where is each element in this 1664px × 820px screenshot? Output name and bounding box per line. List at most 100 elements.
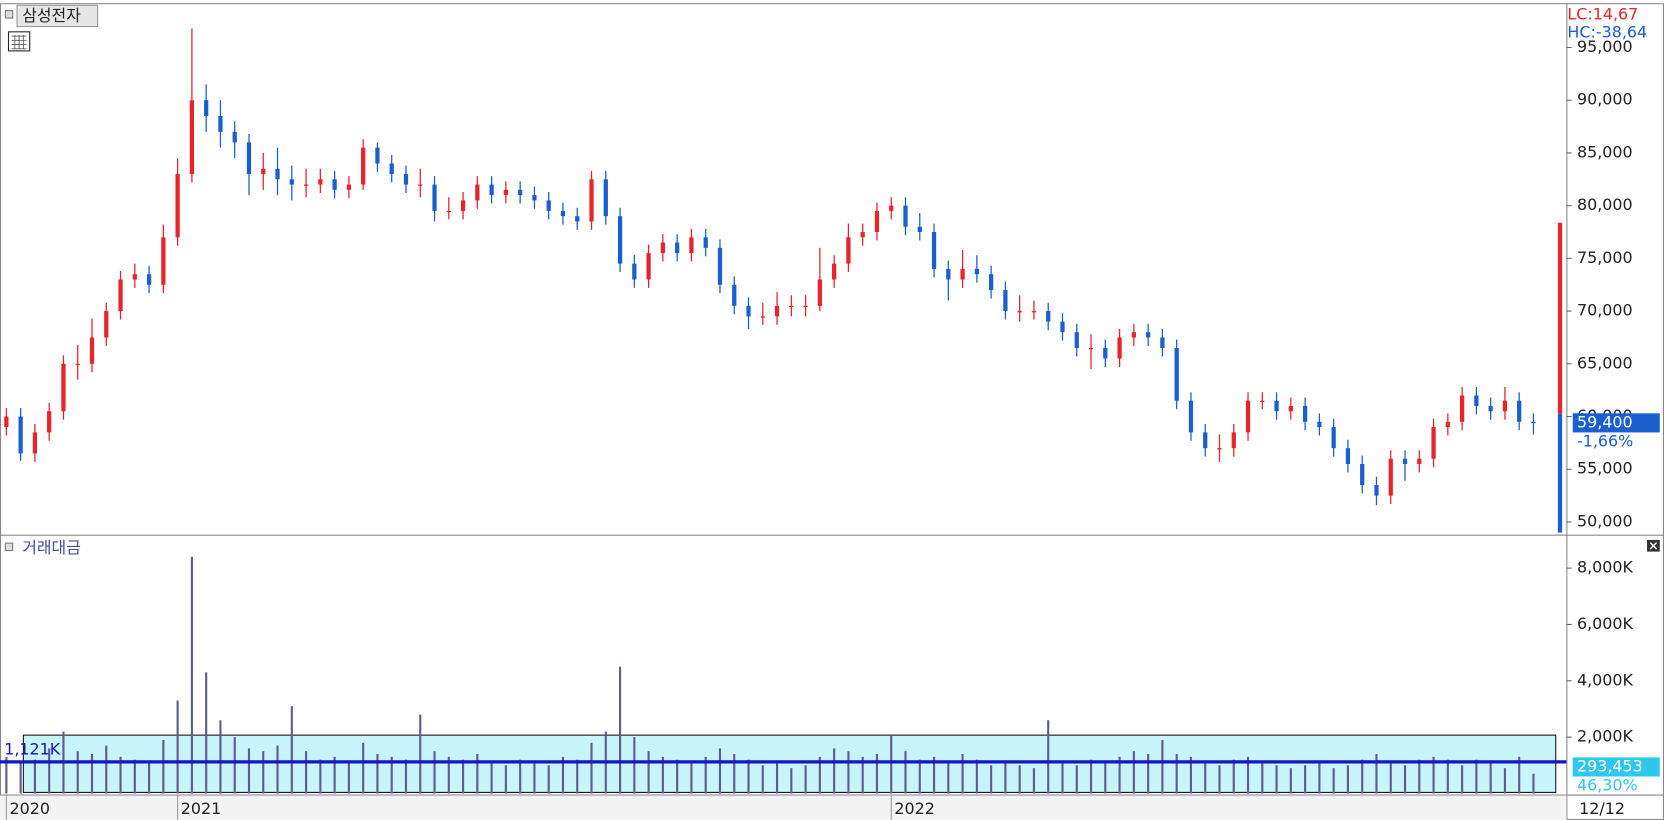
candle-body — [446, 210, 451, 213]
volume-bar — [1047, 720, 1050, 794]
candle-body — [475, 184, 480, 201]
candle-body — [1088, 348, 1094, 350]
window-frame — [0, 3, 1664, 820]
candle-body — [1117, 337, 1122, 359]
volume-bar — [690, 762, 693, 794]
candle-body — [61, 363, 66, 412]
candle-body — [746, 305, 751, 317]
volume-bar — [1332, 768, 1335, 794]
volume-bar — [975, 759, 978, 794]
volume-bar — [847, 751, 850, 794]
candle-body — [560, 210, 566, 217]
candle-body — [75, 363, 80, 366]
volume-bar — [1018, 765, 1021, 794]
panel-handle[interactable] — [4, 10, 14, 19]
candle-body — [889, 205, 894, 211]
candle-body — [532, 195, 537, 201]
candle-body — [1074, 332, 1079, 349]
candle-body — [132, 274, 137, 280]
candle-body — [860, 232, 865, 238]
candle-body — [418, 184, 423, 186]
volume-bar — [1189, 756, 1193, 794]
grid-icon[interactable] — [7, 31, 31, 52]
volume-bar — [1518, 756, 1521, 794]
candle-body — [846, 237, 851, 264]
candle-body — [175, 174, 180, 238]
candle-body — [1188, 400, 1194, 433]
volume-bar — [1218, 765, 1221, 794]
volume-bar — [1403, 765, 1407, 794]
volume-bar — [305, 751, 308, 794]
volume-bar — [90, 754, 94, 794]
chart-title: 삼성전자 — [22, 6, 81, 25]
candle-body — [1231, 432, 1236, 449]
x-tick-label: 2020 — [10, 799, 50, 818]
volume-bar — [1289, 768, 1292, 794]
volume-bar — [961, 754, 964, 794]
candle-body — [1260, 400, 1265, 402]
candle-body — [1502, 400, 1508, 412]
volume-bar — [547, 765, 550, 794]
candle-body — [1360, 463, 1365, 486]
candle-body — [1331, 427, 1336, 449]
candle-body — [1288, 405, 1293, 412]
volume-bar — [447, 756, 450, 794]
candle-body — [118, 279, 123, 312]
candle-body — [1160, 337, 1165, 349]
candle-body — [575, 216, 580, 222]
candle-body — [47, 411, 52, 433]
candle-body — [518, 189, 523, 196]
candle-body — [1003, 290, 1008, 312]
close-button[interactable] — [1647, 539, 1660, 552]
volume-bar — [419, 714, 422, 794]
candle-body — [1445, 421, 1450, 428]
volume-bar — [1532, 773, 1535, 794]
candle-body — [1388, 458, 1393, 496]
average-label: 1,121K — [4, 740, 61, 759]
volume-bar — [1061, 762, 1064, 794]
volume-bar — [1389, 762, 1392, 794]
volume-band — [22, 734, 1557, 793]
volume-bar — [433, 751, 436, 794]
candle-body — [946, 268, 951, 280]
volume-bar — [462, 759, 465, 794]
candle-body — [432, 184, 437, 211]
candle-body — [403, 174, 409, 185]
last-date: 12/12 — [1579, 799, 1625, 818]
volume-bar — [290, 706, 293, 794]
volume-bar — [5, 756, 8, 794]
panel-handle[interactable] — [4, 542, 14, 552]
volume-bar — [133, 759, 136, 794]
candle-body — [1131, 332, 1136, 338]
volume-bar — [932, 756, 936, 794]
candle-body — [632, 263, 637, 280]
y-tick-label: 90,000 — [1577, 90, 1633, 109]
y-tick-label: 70,000 — [1577, 301, 1633, 320]
volume-bar — [676, 759, 679, 794]
candle-body — [675, 242, 680, 254]
candle-body — [460, 200, 466, 211]
volume-bar — [404, 759, 408, 794]
volume-bar — [904, 751, 907, 794]
volume-bar — [804, 765, 807, 794]
volume-bar — [504, 765, 507, 794]
y-tick-label: 55,000 — [1577, 459, 1633, 478]
candle-body — [1203, 432, 1208, 449]
candle-body — [246, 142, 252, 175]
volume-bar — [1132, 751, 1135, 794]
y-tick-label: 50,000 — [1577, 511, 1633, 530]
candle-body — [303, 184, 309, 186]
last-price-box — [1572, 413, 1660, 433]
candle-body — [989, 274, 994, 291]
candle-body — [18, 416, 23, 454]
candle-body — [546, 200, 551, 211]
volume-bar — [490, 762, 493, 794]
volume-bar — [33, 759, 36, 794]
candle-body — [1031, 311, 1037, 313]
title-box[interactable] — [16, 4, 99, 28]
candle-body — [275, 168, 280, 180]
candle-body — [703, 237, 708, 248]
volume-bar — [619, 666, 622, 794]
candle-body — [1459, 395, 1465, 422]
volume-bar — [1489, 762, 1492, 794]
